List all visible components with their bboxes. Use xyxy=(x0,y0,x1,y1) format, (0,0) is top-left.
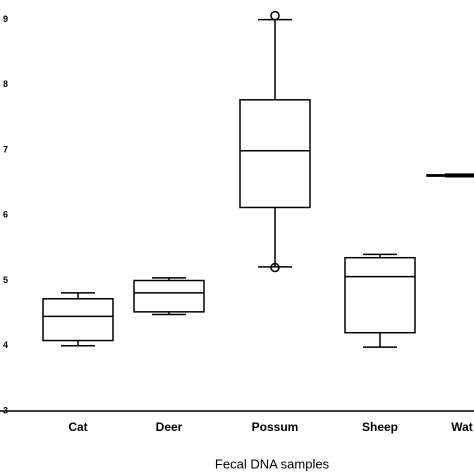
y-tick-label: 4 xyxy=(3,340,8,350)
outlier xyxy=(270,10,280,21)
box xyxy=(42,298,114,342)
box xyxy=(239,99,311,209)
x-tick-label: Deer xyxy=(156,420,183,434)
outlier xyxy=(270,262,280,273)
y-tick-label: 7 xyxy=(3,144,8,154)
box xyxy=(133,279,205,313)
y-tick-label: 9 xyxy=(3,14,8,24)
box xyxy=(344,256,416,334)
y-tick-label: 5 xyxy=(3,275,8,285)
y-tick-label: 8 xyxy=(3,79,8,89)
x-tick-label: Sheep xyxy=(362,420,398,434)
y-tick-label: 6 xyxy=(3,210,8,220)
x-axis-label: Fecal DNA samples xyxy=(215,456,330,471)
x-tick-label: Cat xyxy=(68,420,87,434)
y-tick-label: 3 xyxy=(3,405,8,415)
x-tick-label: Possum xyxy=(252,420,299,434)
x-tick-label: Wat xyxy=(451,420,473,434)
